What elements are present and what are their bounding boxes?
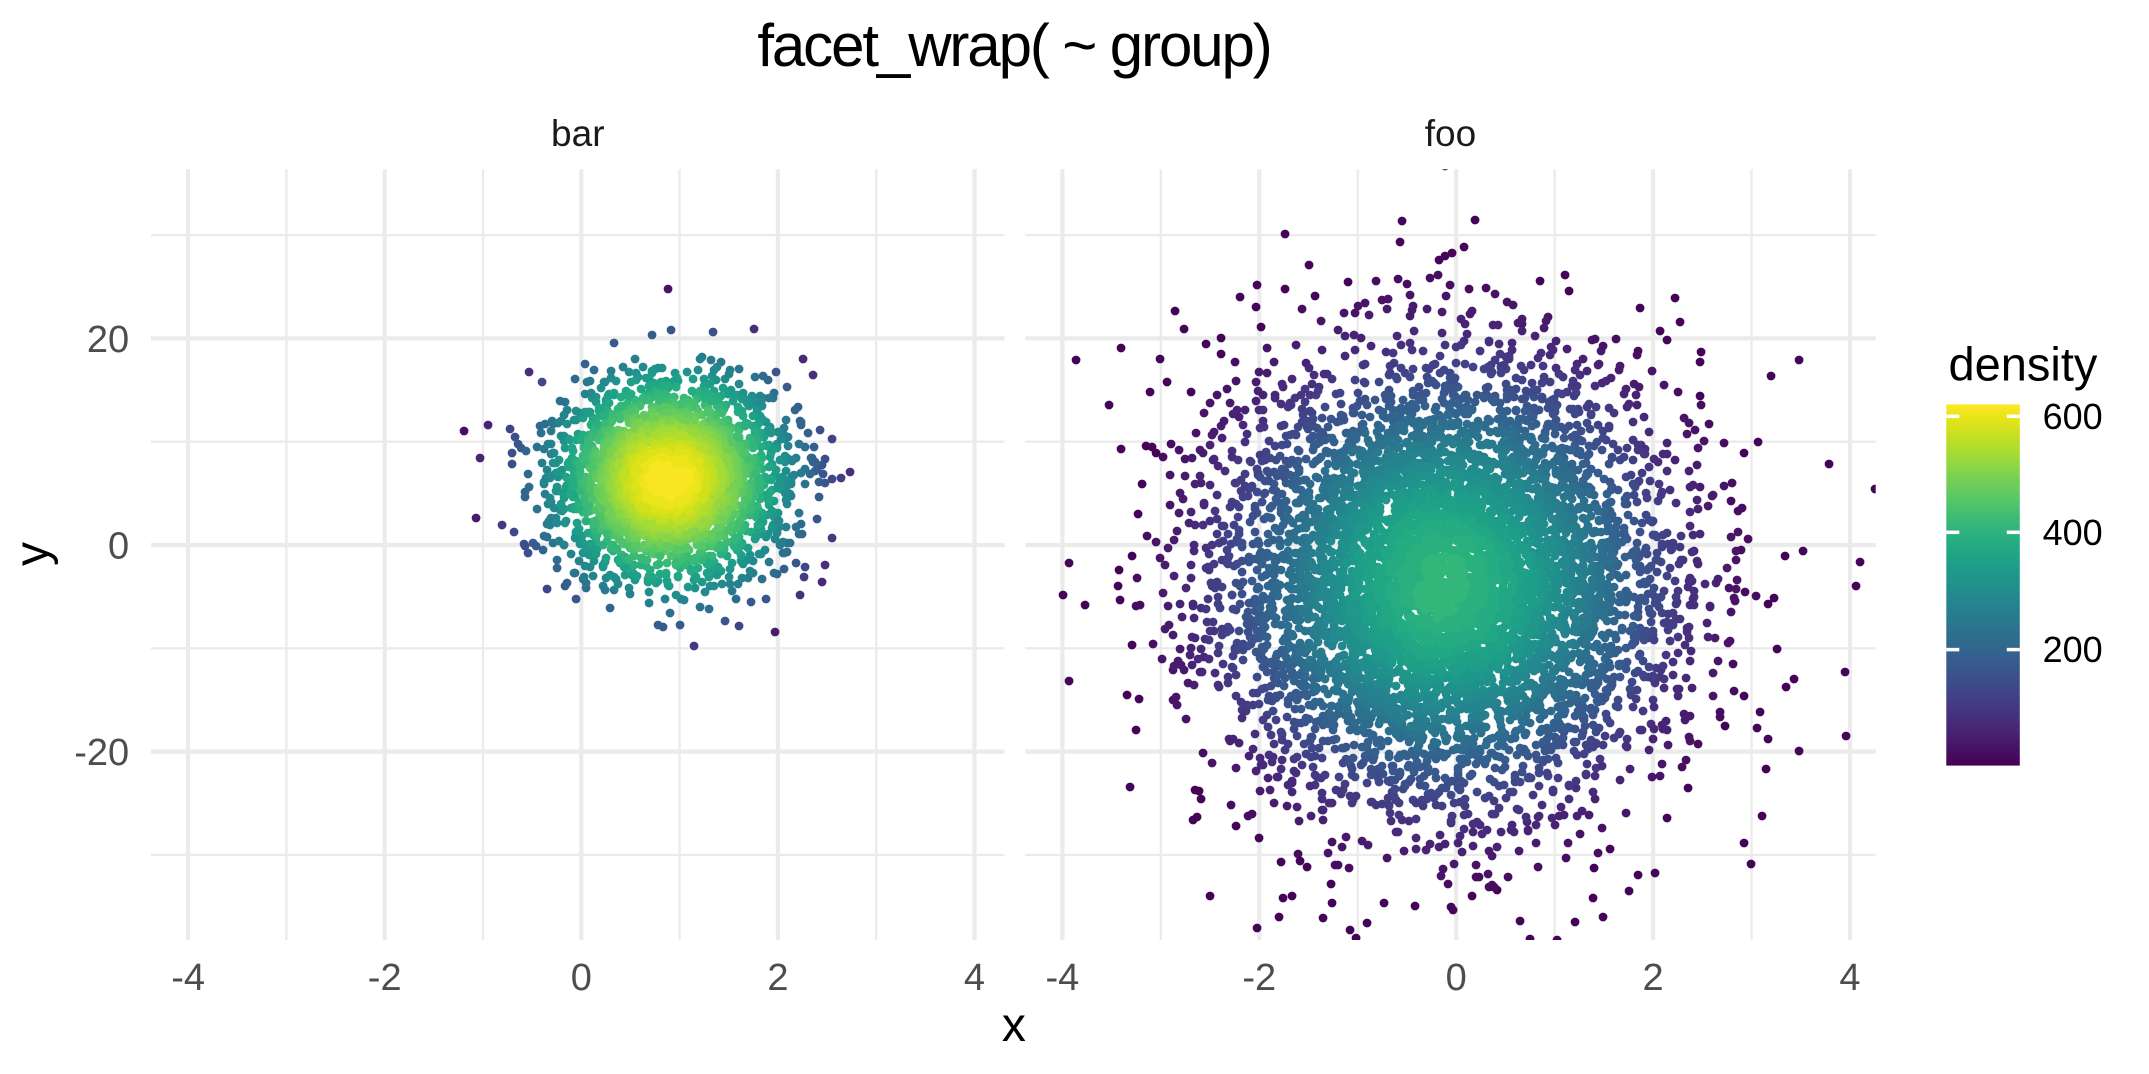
svg-text:0: 0 [1446,957,1467,999]
svg-text:20: 20 [87,319,129,361]
svg-text:-2: -2 [368,957,402,999]
svg-text:200: 200 [2043,629,2103,670]
svg-text:4: 4 [964,957,985,999]
svg-text:0: 0 [571,957,592,999]
svg-text:facet_wrap( ~ group): facet_wrap( ~ group) [757,12,1270,79]
svg-text:2: 2 [767,957,788,999]
svg-text:y: y [6,542,59,566]
svg-text:-4: -4 [171,957,205,999]
svg-text:-4: -4 [1046,957,1080,999]
svg-text:-2: -2 [1242,957,1276,999]
svg-text:0: 0 [108,526,129,568]
svg-text:density: density [1949,337,2098,390]
svg-text:400: 400 [2043,512,2103,553]
svg-text:600: 600 [2043,396,2103,437]
svg-text:2: 2 [1643,957,1664,999]
svg-text:foo: foo [1425,113,1476,154]
svg-text:x: x [1002,999,1026,1052]
svg-text:bar: bar [551,113,604,154]
svg-text:4: 4 [1839,957,1860,999]
svg-text:-20: -20 [74,732,129,774]
